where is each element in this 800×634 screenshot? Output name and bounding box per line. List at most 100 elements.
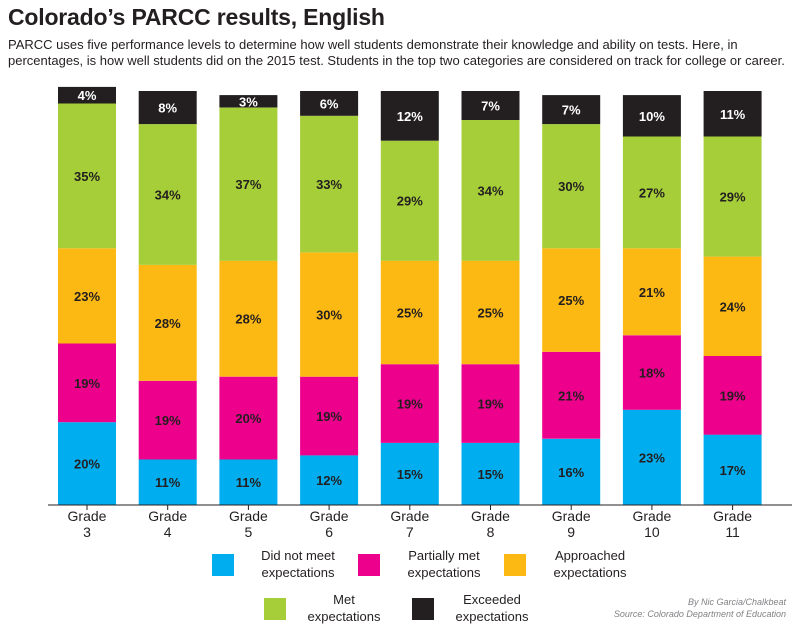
data-label: 19% (720, 388, 746, 403)
bar-segment-exceeded-expectations (138, 91, 197, 125)
legend-swatch (504, 554, 526, 576)
data-label: 7% (562, 103, 581, 118)
bar-segment-partially-met-expectations (58, 343, 116, 423)
byline: By Nic Garcia/Chalkbeat (687, 597, 786, 607)
data-label: 34% (477, 183, 503, 198)
data-label: 12% (316, 473, 342, 488)
bar-segment-did-not-meet-expectations (219, 459, 278, 505)
data-label: 17% (720, 463, 746, 478)
data-label: 29% (720, 190, 746, 205)
bar-group-grade-11: 17% 19% 24% 29% 11% (703, 91, 762, 505)
bar-segment-approached-expectations (622, 248, 681, 336)
bar-segment-did-not-meet-expectations (138, 459, 197, 505)
bar-segment-did-not-meet-expectations (380, 442, 439, 505)
data-label: 8% (158, 101, 177, 116)
x-tick-label: 6 (325, 524, 333, 540)
bars-layer: 20% 19% 23% 35% 4% 11% 19% 28% 34% 8% 11% 20% 28% 37%… (58, 86, 762, 505)
data-label: 27% (639, 185, 665, 200)
bar-segment-exceeded-expectations (542, 95, 601, 125)
data-label: 35% (74, 169, 100, 184)
legend-label: Did not meet (261, 548, 335, 563)
data-label: 21% (639, 285, 665, 300)
legend-item-exceeded-expectations: Exceeded expectations (412, 592, 529, 624)
credit-block: By Nic Garcia/Chalkbeat Source: Colorado… (614, 596, 786, 620)
data-label: 19% (155, 413, 181, 428)
bar-segment-met-expectations (622, 136, 681, 249)
data-label: 16% (558, 465, 584, 480)
data-label: 15% (397, 467, 423, 482)
data-label: 6% (320, 96, 339, 111)
data-label: 30% (558, 179, 584, 194)
chart-title: Colorado’s PARCC results, English (8, 4, 385, 30)
data-label: 20% (235, 411, 261, 426)
chart-subtitle: PARCC uses five performance levels to de… (8, 37, 785, 68)
x-tick-label: 8 (487, 524, 495, 540)
bar-segment-partially-met-expectations (300, 376, 359, 456)
x-tick-label: 5 (245, 524, 253, 540)
bar-segment-exceeded-expectations (58, 86, 116, 104)
x-tick-label: Grade (310, 508, 349, 524)
bar-segment-exceeded-expectations (622, 95, 681, 137)
bar-segment-partially-met-expectations (622, 335, 681, 410)
data-label: 10% (639, 109, 665, 124)
legend-label: expectations (308, 609, 381, 624)
data-label: 29% (397, 194, 423, 209)
x-tick-label: Grade (68, 508, 107, 524)
bar-group-grade-5: 11% 20% 28% 37% 3% (219, 94, 278, 505)
data-label: 15% (477, 467, 503, 482)
bar-segment-did-not-meet-expectations (300, 455, 359, 505)
data-label: 21% (558, 388, 584, 403)
data-label: 12% (397, 109, 423, 124)
data-label: 19% (477, 397, 503, 412)
bar-segment-partially-met-expectations (138, 380, 197, 460)
bar-segment-met-expectations (219, 107, 278, 261)
bar-segment-approached-expectations (58, 248, 116, 344)
data-label: 28% (235, 312, 261, 327)
bar-group-grade-3: 20% 19% 23% 35% 4% (58, 86, 116, 505)
x-tick-label: Grade (229, 508, 268, 524)
x-tick-label: Grade (713, 508, 752, 524)
legend-swatch (358, 554, 380, 576)
bar-group-grade-4: 11% 19% 28% 34% 8% (138, 91, 197, 505)
x-tick-label: 7 (406, 524, 414, 540)
bar-segment-met-expectations (703, 136, 762, 257)
legend-label: expectations (262, 565, 335, 580)
x-tick-label: 10 (644, 524, 660, 540)
data-label: 28% (155, 316, 181, 331)
x-tick-label: Grade (390, 508, 429, 524)
source-note: Source: Colorado Department of Education (613, 609, 786, 619)
bar-segment-exceeded-expectations (300, 91, 359, 116)
data-label: 24% (720, 299, 746, 314)
legend-label: expectations (554, 565, 627, 580)
bar-segment-exceeded-expectations (703, 91, 762, 137)
data-label: 25% (397, 306, 423, 321)
bar-segment-partially-met-expectations (461, 364, 520, 443)
bar-segment-met-expectations (138, 124, 197, 265)
data-label: 3% (239, 94, 258, 109)
bar-segment-did-not-meet-expectations (461, 442, 520, 505)
x-tick-label: 9 (567, 524, 575, 540)
legend-label: expectations (456, 609, 529, 624)
legend-swatch (212, 554, 234, 576)
bar-segment-met-expectations (300, 115, 359, 253)
data-label: 23% (74, 289, 100, 304)
data-label: 11% (720, 107, 746, 122)
data-label: 37% (235, 177, 261, 192)
legend-swatch (264, 598, 286, 620)
legend-label: expectations (408, 565, 481, 580)
data-label: 20% (74, 457, 100, 472)
legend-swatch (412, 598, 434, 620)
legend-item-met-expectations: Met expectations (264, 592, 381, 624)
x-tick-label: Grade (632, 508, 671, 524)
bar-group-grade-7: 15% 19% 25% 29% 12% (380, 91, 439, 505)
x-tick-label: Grade (552, 508, 591, 524)
bar-group-grade-8: 15% 19% 25% 34% 7% (461, 91, 520, 505)
bar-segment-partially-met-expectations (703, 356, 762, 435)
bar-segment-approached-expectations (380, 260, 439, 365)
legend-label: Approached (555, 548, 625, 563)
data-label: 19% (397, 397, 423, 412)
bar-segment-did-not-meet-expectations (542, 438, 601, 505)
legend-label: Met (333, 592, 355, 607)
data-label: 4% (78, 88, 97, 103)
